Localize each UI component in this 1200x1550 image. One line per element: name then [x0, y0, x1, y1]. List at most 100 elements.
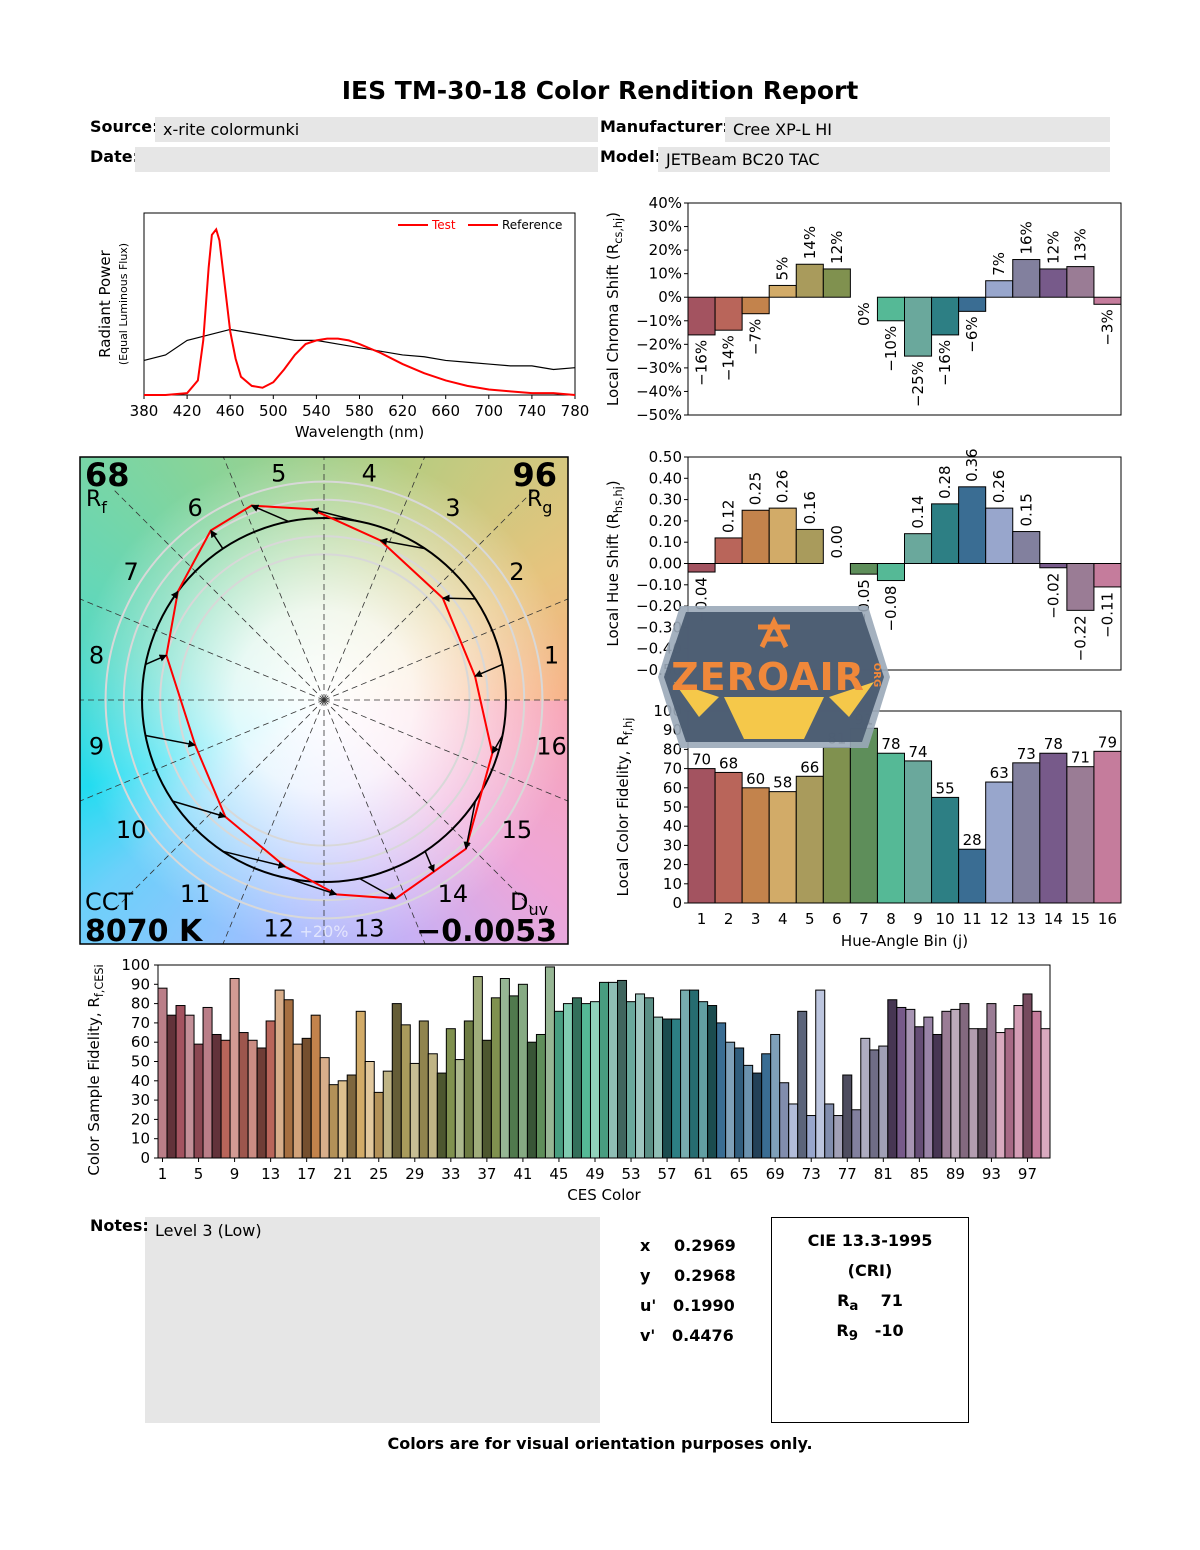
y-tick-label: 20% — [649, 241, 682, 259]
cri-title: CIE 13.3-1995 — [807, 1231, 933, 1250]
plot-frame — [143, 212, 576, 396]
ces-bar-20 — [328, 1084, 339, 1159]
data-label: −25% — [909, 361, 927, 407]
ces-bar-66 — [743, 1064, 754, 1159]
x-tick-label: 420 — [173, 402, 202, 420]
ces-bar-19 — [319, 1057, 330, 1159]
x-axis-label: Hue-Angle Bin (j) — [841, 932, 968, 950]
ces-bar-25 — [373, 1091, 384, 1159]
data-label: 79 — [1098, 733, 1117, 751]
ces-bar-93 — [986, 1003, 997, 1159]
y-tick-label: 0.10 — [649, 533, 682, 551]
y-tick-label: 0% — [658, 288, 682, 306]
x-tick-label: 41 — [513, 1165, 532, 1183]
ces-bar-81 — [878, 1045, 889, 1159]
ces-bar-62 — [707, 1005, 718, 1159]
ces-bar-48 — [580, 1003, 591, 1159]
y-axis-label: Radiant Power — [96, 249, 114, 358]
ra-sub: a — [849, 1299, 859, 1315]
ces-bar-23 — [355, 1010, 366, 1159]
data-label: 5% — [774, 257, 792, 281]
ces-bar-5 — [193, 1043, 204, 1159]
ces-bar-61 — [698, 1001, 709, 1159]
x-tick-label: 460 — [216, 402, 245, 420]
bar-bin-13 — [1012, 762, 1041, 904]
ces-bar-52 — [617, 979, 628, 1159]
bar-bin-11 — [958, 296, 987, 312]
y-tick-label: 20 — [663, 856, 682, 874]
bar-bin-15 — [1066, 563, 1095, 611]
bar-bin-4 — [768, 791, 797, 904]
ces-bar-7 — [211, 1033, 222, 1159]
y-tick-label: −30% — [636, 359, 682, 377]
model-field: JETBeam BC20 TAC — [658, 147, 1110, 172]
x-tick-label: 380 — [130, 402, 159, 420]
ces-bar-87 — [932, 1033, 943, 1159]
ces-bar-35 — [463, 1020, 474, 1159]
x-tick-label: 6 — [832, 910, 842, 928]
data-label: 55 — [936, 779, 955, 797]
ces-bar-75 — [824, 1103, 835, 1159]
x-tick-label: 5 — [194, 1165, 204, 1183]
ces-bar-55 — [644, 997, 655, 1159]
logo-wing-left — [674, 682, 719, 717]
plot-frame — [157, 964, 1051, 1159]
bar-bin-5 — [795, 263, 824, 298]
ces-bar-92 — [977, 1028, 988, 1159]
y-tick-label: 100 — [653, 702, 682, 720]
manufacturer-field: Cree XP-L HI — [725, 117, 1110, 142]
y-tick-label: −50% — [636, 406, 682, 424]
legend-label: Test — [431, 218, 456, 232]
x-tick-label: 45 — [549, 1165, 568, 1183]
x-tick-label: 29 — [405, 1165, 424, 1183]
ces-bar-95 — [1004, 1028, 1015, 1159]
data-label: 70 — [692, 751, 711, 769]
x-tick-label: 49 — [585, 1165, 604, 1183]
y-tick-label: 20 — [131, 1110, 150, 1128]
y-tick-label: 90 — [663, 721, 682, 739]
bar-bin-10 — [931, 796, 960, 904]
bar-bin-1 — [687, 296, 716, 336]
x-axis-label: Wavelength (nm) — [295, 423, 425, 441]
bar-bin-16 — [1093, 296, 1122, 305]
bar-bin-15 — [1066, 266, 1095, 298]
data-label: 13% — [1071, 228, 1089, 261]
bar-bin-1 — [687, 768, 716, 904]
ces-bar-31 — [427, 1053, 438, 1159]
x-tick-label: 9 — [230, 1165, 240, 1183]
x-tick-label: 16 — [1098, 910, 1117, 928]
ces-bar-77 — [842, 1074, 853, 1159]
ces-bar-88 — [941, 1010, 952, 1159]
ces-bar-86 — [923, 1016, 934, 1159]
data-label: 7% — [990, 252, 1008, 276]
color-fidelity-chart: 1009080706050403020100701682603584665816… — [614, 702, 1122, 950]
chroma-u-label: u' — [640, 1296, 657, 1315]
y-tick-label: 10 — [131, 1130, 150, 1148]
cri-subtitle: (CRI) — [847, 1261, 893, 1280]
x-tick-label: 69 — [766, 1165, 785, 1183]
x-tick-label: 77 — [838, 1165, 857, 1183]
x-tick-label: 53 — [621, 1165, 640, 1183]
data-label: 12% — [1044, 231, 1062, 264]
ces-bar-13 — [265, 1020, 276, 1159]
series-line-test — [144, 227, 576, 396]
ces-bar-91 — [968, 1028, 979, 1159]
x-tick-label: 540 — [302, 402, 331, 420]
x-tick-label: 4 — [778, 910, 788, 928]
y-tick-label: 0.20 — [649, 512, 682, 530]
bar-bin-2 — [714, 771, 743, 904]
ces-bar-90 — [959, 1003, 970, 1159]
chroma-v-label: v' — [640, 1326, 656, 1345]
y-tick-label: 0.30 — [649, 491, 682, 509]
ces-bar-50 — [598, 981, 610, 1159]
y-tick-label: 50 — [131, 1053, 150, 1071]
x-tick-label: 700 — [474, 402, 503, 420]
date-field — [135, 147, 598, 172]
logo-suffix: ORG — [871, 663, 882, 687]
bar-bin-9 — [904, 533, 933, 564]
bar-bin-12 — [985, 507, 1014, 564]
x-tick-label: 500 — [259, 402, 288, 420]
x-tick-label: 57 — [658, 1165, 677, 1183]
y-tick-label: 40 — [131, 1072, 150, 1090]
x-tick-label: 15 — [1071, 910, 1090, 928]
